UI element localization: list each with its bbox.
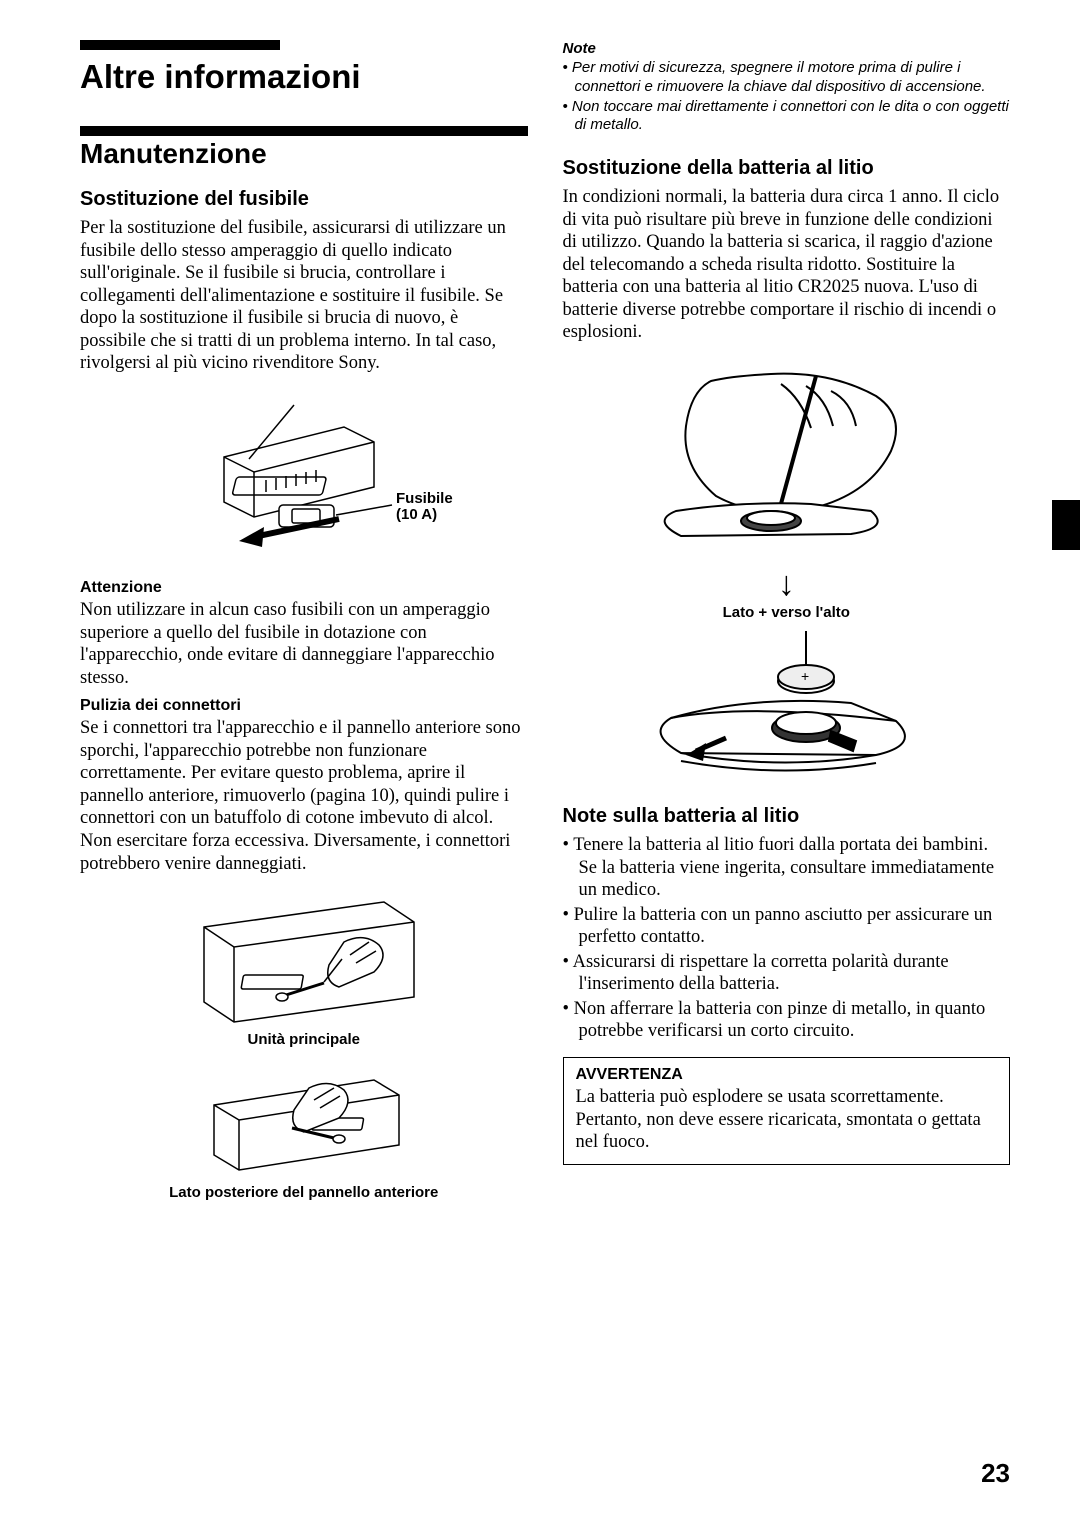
page-number: 23 (981, 1458, 1010, 1489)
fuse-figure: Fusibile (10 A) (80, 387, 528, 567)
warning-body: La batteria può esplodere se usata scorr… (576, 1086, 998, 1154)
side-up-label: Lato + verso l'alto (563, 604, 1011, 621)
fuse-label-2: (10 A) (396, 506, 437, 523)
list-item: Assicurarsi di rispettare la corretta po… (563, 951, 1011, 996)
warning-box: AVVERTENZA La batteria può esplodere se … (563, 1057, 1011, 1165)
section-bar (80, 126, 528, 136)
note-item: Per motivi di sicurezza, spegnere il mot… (563, 59, 1011, 97)
battery-top-figure (563, 356, 1011, 556)
section-heading: Manutenzione (80, 138, 528, 170)
unit-label: Unità principale (80, 1031, 528, 1048)
attention-heading: Attenzione (80, 579, 528, 597)
battery-heading: Sostituzione della batteria al litio (563, 157, 1011, 180)
page-side-tab (1052, 500, 1080, 550)
warning-heading: AVVERTENZA (576, 1066, 998, 1084)
left-column: Altre informazioni Manutenzione Sostituz… (80, 40, 528, 1213)
fuse-heading: Sostituzione del fusibile (80, 188, 528, 211)
note-item: Non toccare mai direttamente i connettor… (563, 98, 1011, 136)
battery-bottom-figure: + (563, 623, 1011, 793)
attention-body: Non utilizzare in alcun caso fusibili co… (80, 599, 528, 689)
note-header: Note (563, 40, 1011, 57)
note-list: Per motivi di sicurezza, spegnere il mot… (563, 59, 1011, 135)
fuse-label-1: Fusibile (396, 490, 453, 507)
unit-figure: Unità principale (80, 887, 528, 1048)
battery-body: In condizioni normali, la batteria dura … (563, 186, 1011, 344)
lithium-notes-list: Tenere la batteria al litio fuori dalla … (563, 834, 1011, 1043)
svg-text:+: + (801, 668, 809, 684)
panel-label: Lato posteriore del pannello anteriore (80, 1184, 528, 1201)
main-heading: Altre informazioni (80, 58, 528, 96)
fuse-body: Per la sostituzione del fusibile, assicu… (80, 217, 528, 375)
clean-heading: Pulizia dei connettori (80, 697, 528, 715)
list-item: Non afferrare la batteria con pinze di m… (563, 998, 1011, 1043)
two-column-layout: Altre informazioni Manutenzione Sostituz… (80, 40, 1010, 1213)
panel-figure: Lato posteriore del pannello anteriore (80, 1060, 528, 1201)
lithium-notes-heading: Note sulla batteria al litio (563, 805, 1011, 828)
heading-bar (80, 40, 280, 50)
list-item: Pulire la batteria con un panno asciutto… (563, 904, 1011, 949)
clean-body: Se i connettori tra l'apparecchio e il p… (80, 717, 528, 875)
right-column: Note Per motivi di sicurezza, spegnere i… (563, 40, 1011, 1213)
list-item: Tenere la batteria al litio fuori dalla … (563, 834, 1011, 902)
down-arrow-icon: ↓ (563, 568, 1011, 602)
